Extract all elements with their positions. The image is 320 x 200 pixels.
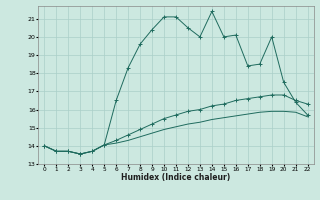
X-axis label: Humidex (Indice chaleur): Humidex (Indice chaleur) (121, 173, 231, 182)
